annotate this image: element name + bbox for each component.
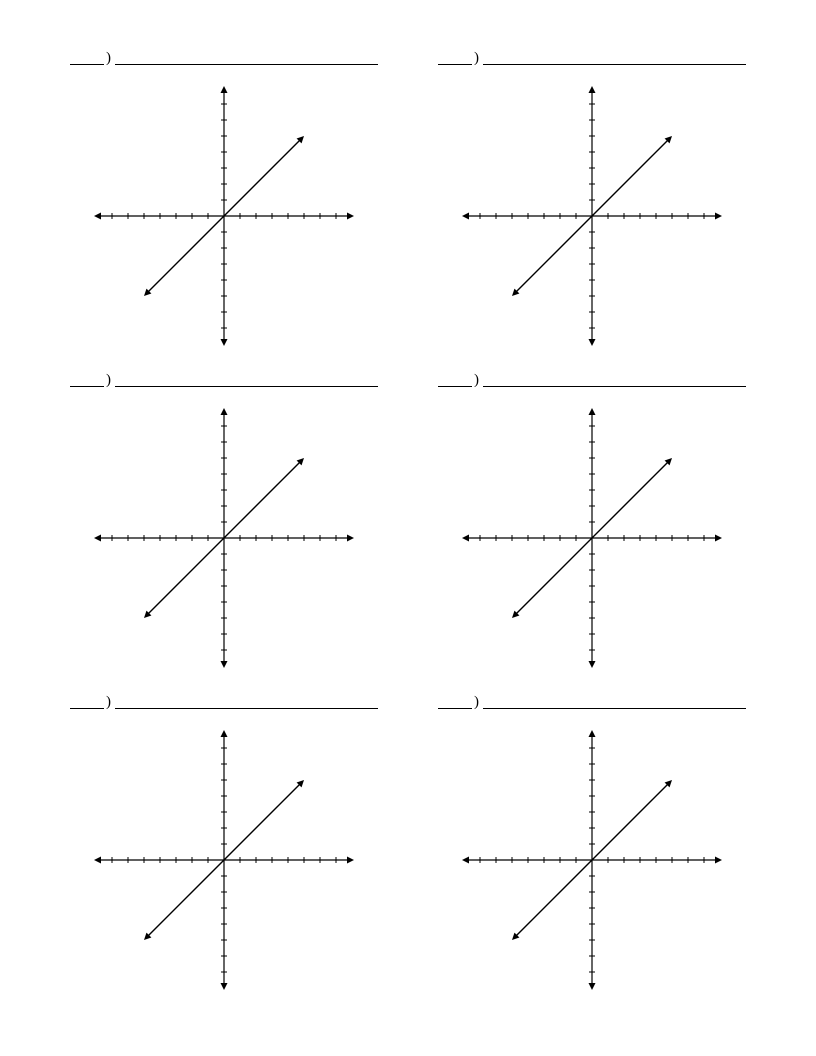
answer-blank[interactable] [483,372,746,387]
coordinate-grid [455,401,729,675]
close-paren: ) [474,695,479,709]
problem-cell: ) [70,694,378,1006]
close-paren: ) [106,373,111,387]
graph-wrap [438,713,746,1006]
close-paren: ) [106,51,111,65]
problem-cell: ) [438,50,746,362]
graph-wrap [438,391,746,684]
problem-cell: ) [438,372,746,684]
problem-number-blank[interactable] [70,694,104,709]
close-paren: ) [106,695,111,709]
close-paren: ) [474,51,479,65]
close-paren: ) [474,373,479,387]
problem-header: ) [438,694,746,709]
graph-wrap [438,69,746,362]
problem-number-blank[interactable] [70,50,104,65]
answer-blank[interactable] [483,50,746,65]
answer-blank[interactable] [115,372,378,387]
worksheet-page: )))))) [0,0,816,1056]
graph-wrap [70,391,378,684]
answer-blank[interactable] [115,50,378,65]
problem-number-blank[interactable] [438,50,472,65]
problem-number-blank[interactable] [438,694,472,709]
coordinate-grid [87,723,361,997]
problem-header: ) [438,372,746,387]
problem-cell: ) [70,50,378,362]
coordinate-grid [455,79,729,353]
problem-header: ) [70,372,378,387]
problem-header: ) [70,694,378,709]
problem-number-blank[interactable] [70,372,104,387]
answer-blank[interactable] [483,694,746,709]
problem-cell: ) [70,372,378,684]
problem-header: ) [438,50,746,65]
problem-cell: ) [438,694,746,1006]
answer-blank[interactable] [115,694,378,709]
graph-wrap [70,713,378,1006]
coordinate-grid [87,79,361,353]
coordinate-grid [455,723,729,997]
coordinate-grid [87,401,361,675]
graph-wrap [70,69,378,362]
problem-header: ) [70,50,378,65]
problem-number-blank[interactable] [438,372,472,387]
